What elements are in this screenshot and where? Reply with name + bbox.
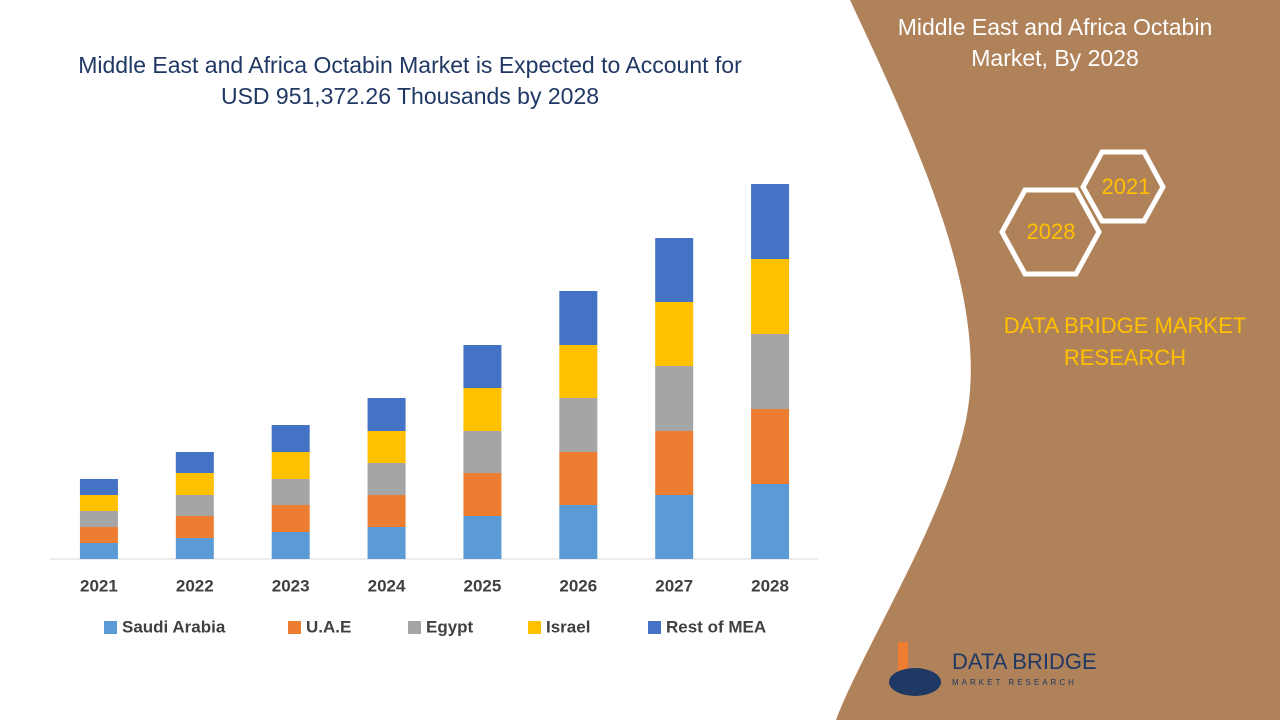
bar-segment — [655, 302, 694, 366]
bar-segment — [751, 409, 790, 484]
bar-segment — [751, 334, 790, 409]
bar-segment — [271, 479, 310, 505]
legend-swatch — [648, 621, 661, 634]
x-tick-label: 2027 — [655, 576, 693, 595]
bar-segment — [367, 495, 406, 527]
x-tick-label: 2021 — [80, 576, 118, 595]
logo-stem — [898, 642, 908, 682]
bar-segment — [559, 398, 598, 452]
bar-segment — [751, 184, 790, 259]
bar-segment — [367, 463, 406, 495]
bar-segment — [271, 505, 310, 532]
bar-segment — [559, 291, 598, 345]
x-tick-label: 2022 — [176, 576, 214, 595]
side-panel — [836, 0, 1280, 720]
bar-segment — [271, 425, 310, 452]
logo-bowl — [889, 668, 941, 696]
legend-label: Rest of MEA — [666, 617, 766, 636]
bar-segment — [463, 431, 502, 473]
legend-label: Israel — [546, 617, 590, 636]
bar-segment — [463, 345, 502, 388]
legend-swatch — [104, 621, 117, 634]
legend-label: Saudi Arabia — [122, 617, 226, 636]
legend-label: U.A.E — [306, 617, 351, 636]
x-tick-label: 2026 — [559, 576, 597, 595]
bar-segment — [559, 505, 598, 559]
chart-title: Middle East and Africa Octabin Market is… — [78, 52, 742, 109]
bar-segment — [655, 495, 694, 559]
bar-segment — [175, 516, 214, 538]
bar-segment — [559, 345, 598, 398]
legend-swatch — [528, 621, 541, 634]
x-tick-label: 2028 — [751, 576, 789, 595]
bar-segment — [79, 527, 118, 543]
bar-segment — [463, 516, 502, 559]
bar-segment — [175, 473, 214, 495]
brand-box: DATA BRIDGE MARKET RESEARCH — [1003, 313, 1247, 370]
legend-swatch — [408, 621, 421, 634]
legend-label: Egypt — [426, 617, 474, 636]
bar-segment — [751, 259, 790, 334]
bar-segment — [79, 479, 118, 495]
bar-segment — [271, 532, 310, 559]
hexagon — [1080, 149, 1166, 224]
logo-name: DATA BRIDGE — [952, 649, 1097, 674]
bar-segment — [79, 511, 118, 527]
bar-segment — [463, 388, 502, 431]
bar-segment — [463, 473, 502, 516]
side-title: Middle East and Africa Octabin Market, B… — [897, 14, 1213, 71]
bar-segment — [175, 538, 214, 559]
side-title-box: Middle East and Africa Octabin Market, B… — [897, 14, 1213, 71]
x-tick-label: 2024 — [368, 576, 406, 595]
logo: DATA BRIDGE MARKET RESEARCH — [889, 642, 1097, 696]
bar-segment — [751, 484, 790, 559]
badge: 2028 — [1027, 219, 1076, 244]
bar-segment — [559, 452, 598, 505]
bar-segment — [367, 431, 406, 463]
bar-segment — [367, 527, 406, 559]
legend-swatch — [288, 621, 301, 634]
bar-segment — [655, 431, 694, 495]
bar-segment — [79, 495, 118, 511]
bar-segment — [367, 398, 406, 431]
bar-segment — [655, 366, 694, 431]
hexagon — [999, 187, 1102, 277]
bar-segment — [655, 238, 694, 302]
bar-segment — [175, 452, 214, 473]
x-tick-label: 2023 — [272, 576, 310, 595]
bar-segment — [175, 495, 214, 516]
title-box: Middle East and Africa Octabin Market is… — [78, 52, 742, 109]
bar-segment — [271, 452, 310, 479]
x-tick-label: 2025 — [464, 576, 502, 595]
bar-segment — [79, 543, 118, 559]
brand: DATA BRIDGE MARKET RESEARCH — [1003, 313, 1247, 370]
badge: 2021 — [1102, 174, 1151, 199]
logo-tagline: MARKET RESEARCH — [952, 678, 1077, 687]
